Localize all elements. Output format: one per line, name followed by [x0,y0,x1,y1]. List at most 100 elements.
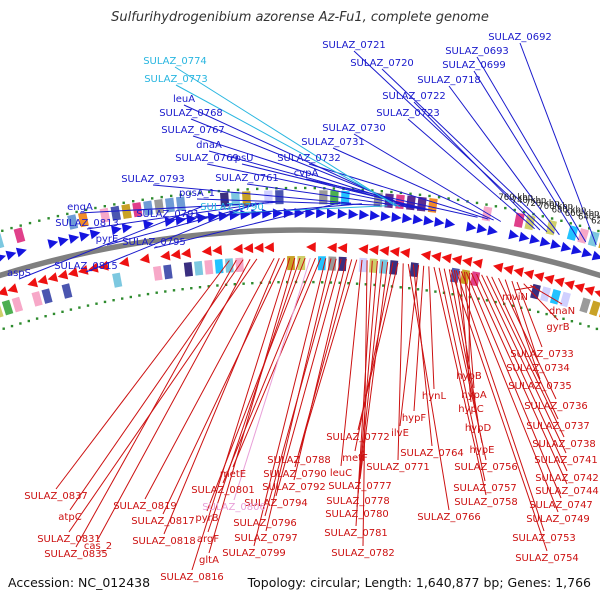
forward-gene-arrow [164,216,176,227]
tick-dot [313,186,316,190]
tick-dot [428,194,431,198]
forward-gene-arrow [476,223,488,234]
leader-line [455,270,545,532]
leader-line [293,258,347,481]
forward-gene-arrow [423,215,434,226]
gene-label: SULAZ_0744 [535,486,599,497]
tick-dot [475,201,479,205]
tick-dot [132,200,135,203]
tick-dot [265,187,268,190]
feature-block [589,300,600,317]
tick-dot [456,198,460,202]
tick-dot [321,281,324,284]
feature-block [110,205,121,221]
leader-line [174,66,397,207]
leader-line [208,257,296,554]
leader-line [453,270,479,422]
tick-dot [347,282,350,285]
reverse-gene-arrow [201,246,212,256]
map-title: Sulfurihydrogenibium azorense Az-Fu1, co… [111,10,489,25]
reverse-gene-arrow [0,286,8,296]
feature-block [61,283,73,299]
tick-dot [485,203,488,206]
leader-line [476,273,568,472]
leader-line [464,271,475,389]
tick-dot [562,317,565,320]
tick-dot [47,217,50,220]
feature-block [214,259,224,274]
gene-label: SULAZ_0835 [44,549,108,560]
tick-dot [122,201,125,204]
tick-dot [511,304,514,307]
forward-gene-arrow [591,250,600,261]
tick-dot [451,293,454,296]
tick-dot [579,322,582,325]
gene-label: gyrB [546,322,569,333]
tick-dot [190,287,193,290]
reverse-gene-arrow [139,253,150,264]
gene-label: dnaN [549,306,575,317]
gene-label: SULAZ_0734 [506,363,570,374]
gene-label: SULAZ_0792 [262,482,326,493]
reverse-gene-arrow [493,262,504,273]
tick-dot [75,210,78,214]
leader-line [69,259,244,511]
tick-dot [103,300,107,304]
leader-line [175,84,401,208]
leader-line [530,284,563,305]
leader-line [448,85,560,236]
tick-dot [198,286,202,289]
tick-dot [179,193,182,196]
tick-dot [425,289,428,292]
forward-gene-arrow [68,234,80,244]
tick-dot [434,290,437,293]
leader-line [465,271,562,499]
leader-line [206,163,428,211]
tick-dot [10,226,13,230]
gene-label: SULAZ_0769 [175,153,239,164]
leader-line [355,260,373,527]
gene-labels: SULAZ_0692 SULAZ_0693 SULAZ_0699 SULAZ_0718… [7,32,599,583]
feature-block [0,233,5,249]
reverse-gene-arrow [264,242,274,253]
reverse-gene-arrow [67,267,79,278]
tick-dot [408,287,411,290]
leader-line [397,263,404,461]
tick-dot [61,310,64,313]
gene-label: SULAZ_0818 [132,536,196,547]
gene-label: SULAZ_0773 [144,74,208,85]
leader-line [233,257,311,501]
forward-gene-arrow [326,208,337,219]
tick-dot [2,327,5,330]
feature-block [530,283,541,300]
gene-label: SULAZ_0722 [382,91,446,102]
tick-dot [541,215,544,218]
leader-line [476,56,587,243]
leader-line [340,259,363,467]
feature-block [513,212,525,228]
backbone-arc [0,227,600,279]
tick-dot [332,187,336,190]
leader-line [438,267,486,482]
tick-dot [268,281,271,284]
reverse-gene-arrow [7,283,19,293]
tick-label: 720 kbp [525,199,560,209]
forward-gene-arrow [175,215,186,226]
forward-gene-arrow [316,208,327,219]
reverse-gene-arrow [160,250,171,261]
tick-dot [338,281,341,284]
tick-dot [437,196,441,199]
tick-dot [361,188,364,192]
tick-dot [399,286,402,289]
gene-label: SULAZ_0796 [233,518,297,529]
tick-dot [294,186,297,190]
leader-line [399,265,420,427]
leader-line [332,147,494,221]
leader-line [163,258,280,535]
gene-label: SULAZ_0837 [24,491,88,502]
tick-dot [66,212,69,216]
leader-line [468,272,471,370]
forward-gene-arrow [348,209,359,220]
forward-gene-arrow [89,229,101,240]
